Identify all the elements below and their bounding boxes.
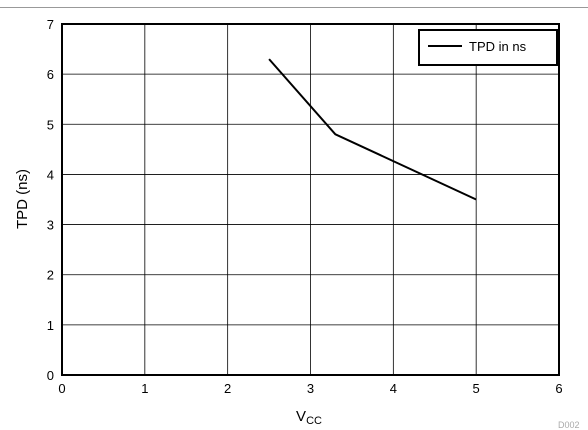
- tick-labels: 0 1 2 3 4 5 6 0 1 2 3 4 5 6 7: [47, 17, 563, 396]
- x-tick-label: 6: [555, 381, 562, 396]
- legend: TPD in ns: [418, 29, 558, 66]
- y-tick-label: 5: [47, 117, 54, 132]
- y-tick-label: 4: [47, 167, 54, 182]
- x-axis-label-main: V: [296, 408, 306, 425]
- figure-code: D002: [558, 420, 580, 430]
- x-tick-label: 4: [390, 381, 397, 396]
- plot-frame: [61, 23, 560, 376]
- x-tick-label: 2: [224, 381, 231, 396]
- x-axis-label: VCC: [296, 408, 322, 427]
- x-tick-label: 5: [473, 381, 480, 396]
- x-tick-label: 1: [141, 381, 148, 396]
- grid: [62, 24, 559, 375]
- y-tick-label: 2: [47, 268, 54, 283]
- y-tick-label: 0: [47, 368, 54, 383]
- legend-label: TPD in ns: [469, 39, 527, 54]
- legend-box: [418, 29, 558, 66]
- x-tick-label: 3: [307, 381, 314, 396]
- x-axis-label-sub: CC: [306, 415, 322, 427]
- y-axis-label: TPD (ns): [14, 169, 31, 229]
- series-line-tpd: [268, 58, 477, 201]
- y-tick-label: 7: [47, 17, 54, 32]
- y-tick-label: 6: [47, 67, 54, 82]
- y-tick-label: 3: [47, 218, 54, 233]
- y-tick-label: 1: [47, 318, 54, 333]
- x-tick-label: 0: [58, 381, 65, 396]
